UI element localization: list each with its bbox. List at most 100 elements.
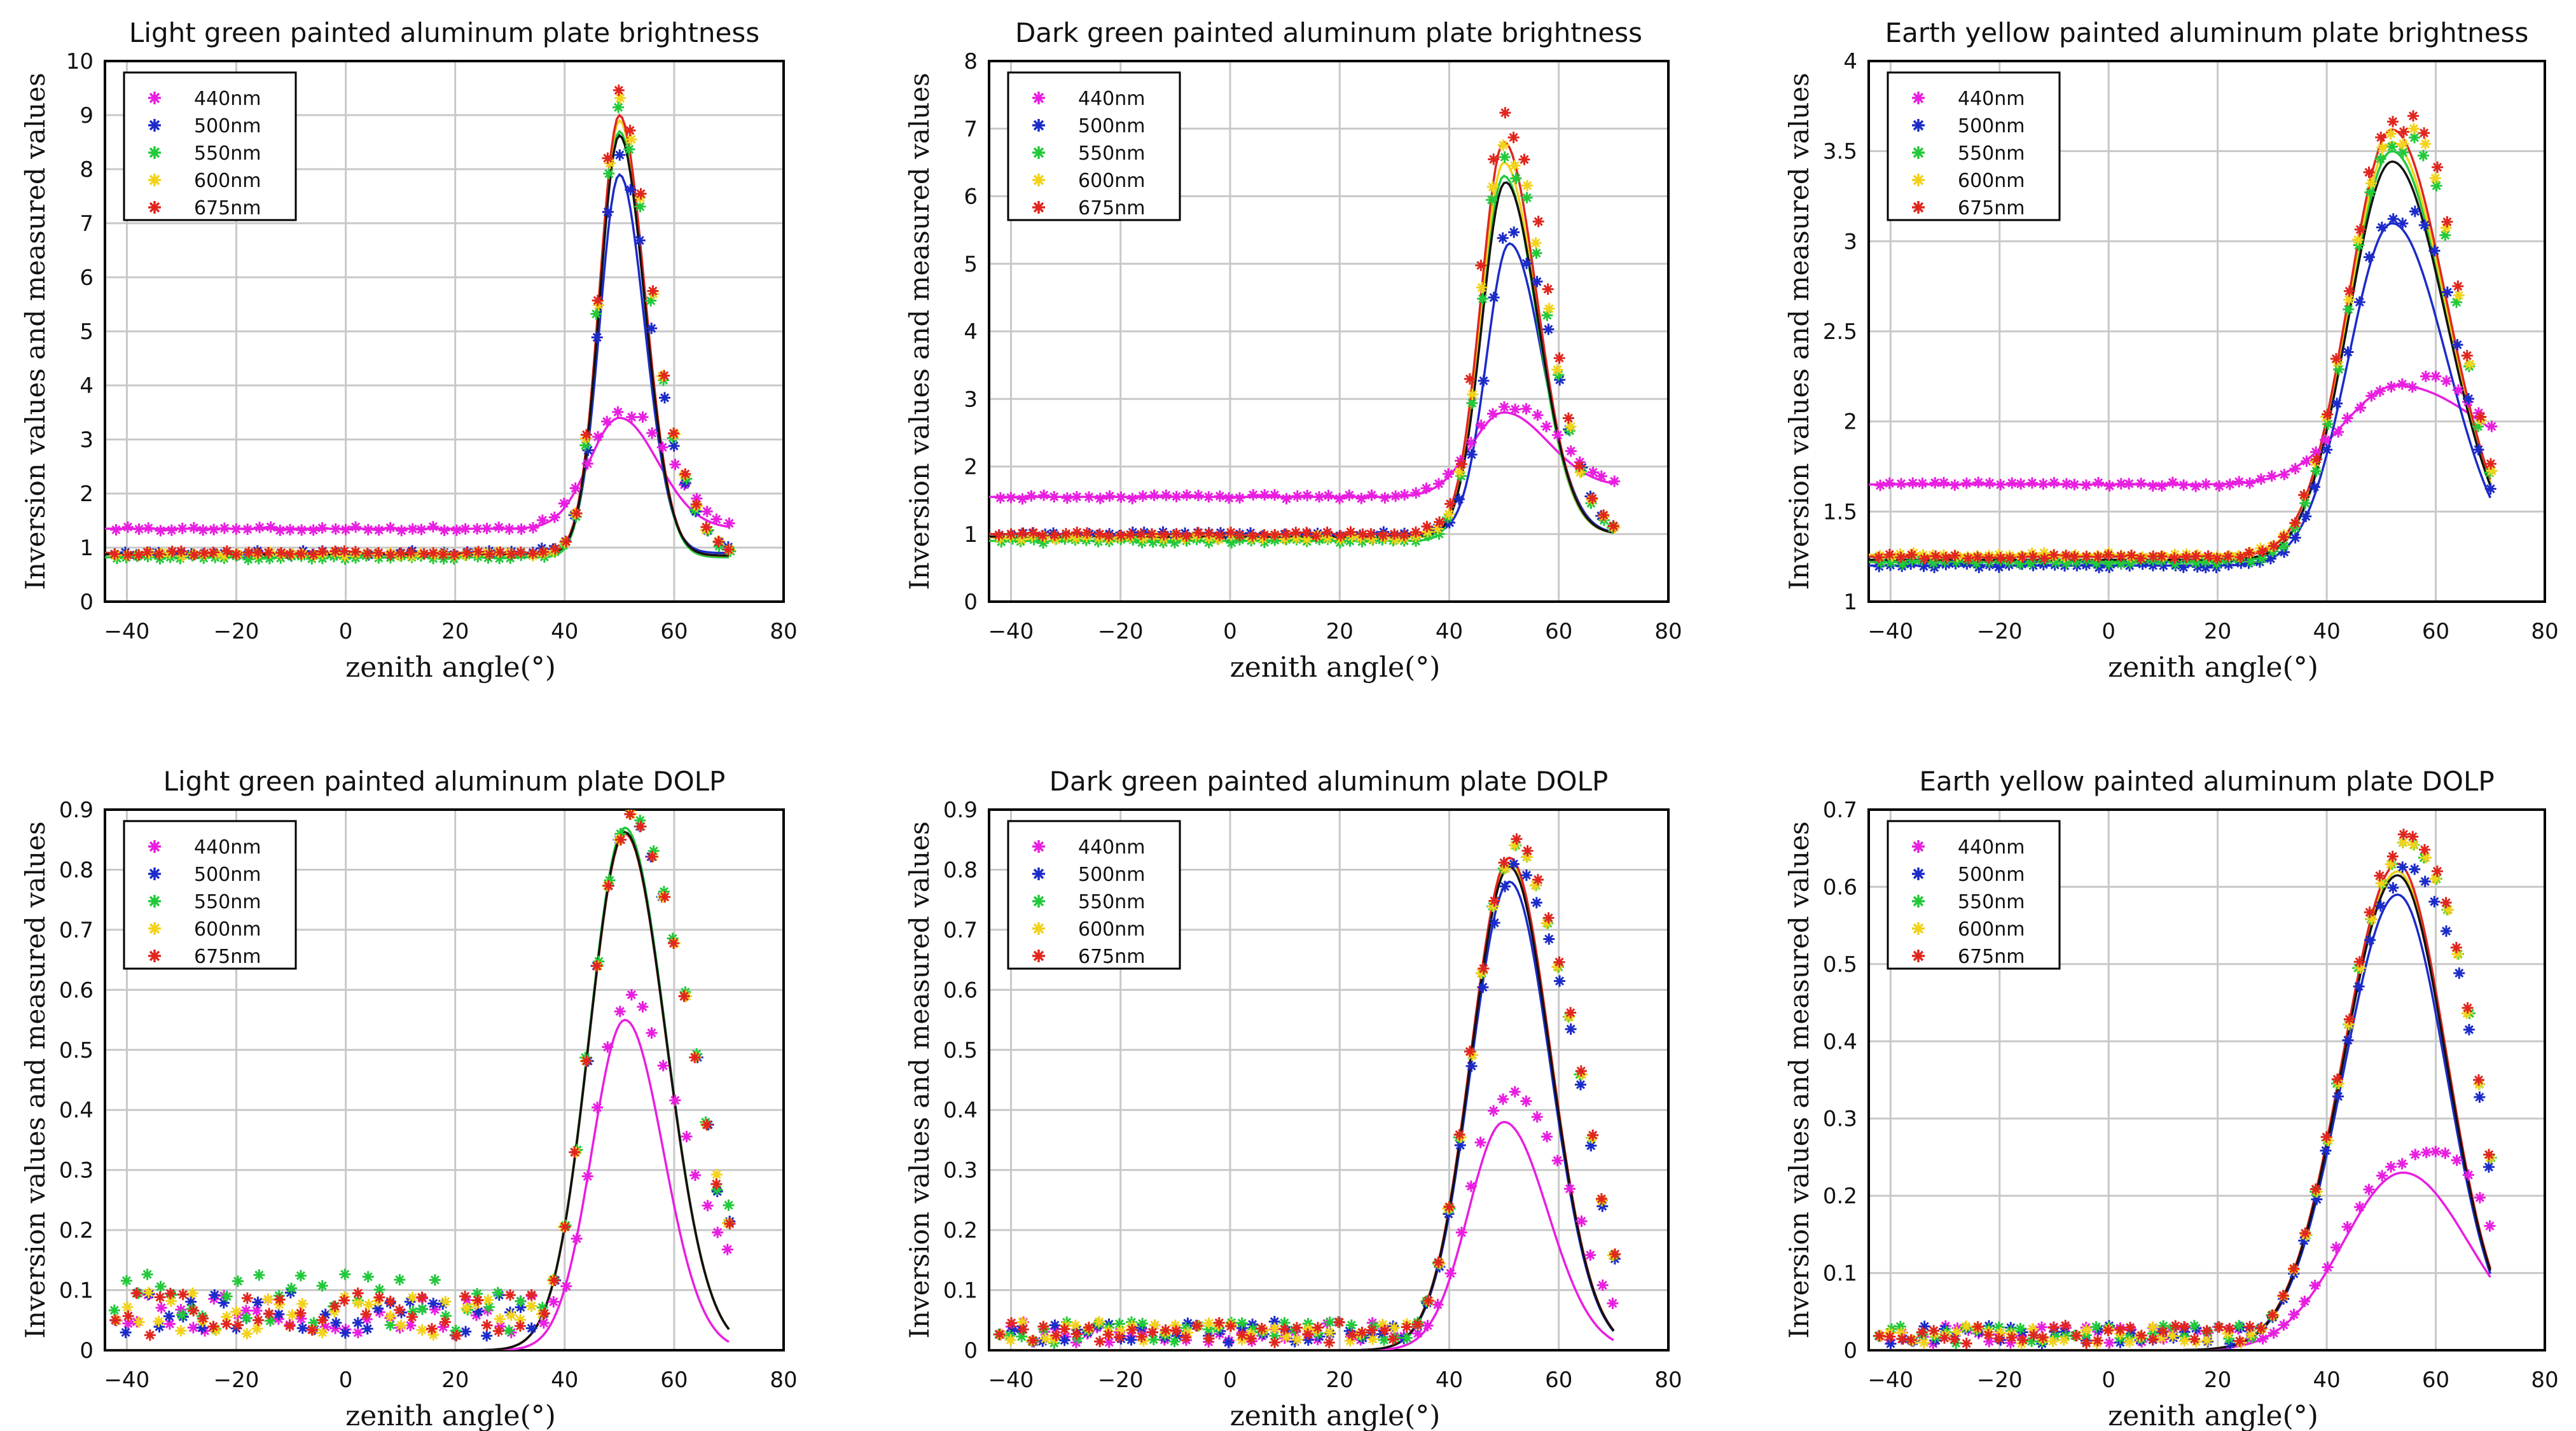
y-tick-label: 1 xyxy=(80,536,93,561)
data-point-500nm xyxy=(1478,375,1490,387)
data-point-440nm xyxy=(1984,477,1996,489)
data-point-675nm xyxy=(406,1311,418,1323)
data-point-600nm xyxy=(142,1287,155,1299)
data-point-600nm xyxy=(2486,465,2498,477)
data-point-550nm xyxy=(1356,536,1368,548)
data-point-440nm xyxy=(471,1310,482,1322)
data-point-440nm xyxy=(459,523,471,535)
data-point-675nm xyxy=(1291,1322,1303,1334)
data-point-675nm xyxy=(2374,870,2386,881)
data-point-600nm xyxy=(1497,139,1509,151)
data-point-675nm xyxy=(515,546,527,558)
data-point-675nm xyxy=(2201,1325,2213,1337)
data-point-550nm xyxy=(1897,558,1909,570)
data-point-550nm xyxy=(1530,247,1542,259)
data-point-550nm xyxy=(1028,534,1040,546)
data-point-550nm xyxy=(1970,557,1983,569)
data-point-550nm xyxy=(2014,1322,2026,1334)
data-point-675nm xyxy=(1962,553,1974,564)
data-point-600nm xyxy=(2440,222,2452,234)
data-point-675nm xyxy=(1993,1332,2005,1345)
data-point-500nm xyxy=(1488,291,1500,303)
y-tick-label: 0.2 xyxy=(943,1218,978,1243)
legend-label: 675nm xyxy=(1958,197,2025,219)
data-point-550nm xyxy=(2188,1320,2200,1332)
data-point-440nm xyxy=(2374,385,2386,397)
data-point-440nm xyxy=(1551,429,1563,441)
data-point-675nm xyxy=(569,1146,581,1158)
data-point-675nm xyxy=(1125,529,1137,541)
data-point-550nm xyxy=(232,1275,244,1287)
chart-title: Earth yellow painted aluminum plate DOLP xyxy=(1919,766,2494,797)
data-point-440nm xyxy=(438,524,450,536)
data-point-600nm xyxy=(1476,282,1488,293)
data-point-500nm xyxy=(1993,561,2005,573)
legend-label: 600nm xyxy=(1078,170,1146,192)
data-point-550nm xyxy=(2060,1330,2072,1342)
plot-content xyxy=(105,810,736,1350)
data-point-675nm xyxy=(1203,527,1215,539)
chart-title: Dark green painted aluminum plate DOLP xyxy=(1049,766,1609,797)
data-point-600nm xyxy=(1467,389,1479,401)
x-tick-label: 20 xyxy=(1326,1367,1354,1393)
data-point-440nm xyxy=(681,1131,693,1142)
data-point-675nm xyxy=(360,1308,372,1320)
data-point-440nm xyxy=(1595,470,1607,482)
data-point-675nm xyxy=(394,1304,405,1316)
y-tick-label: 2 xyxy=(1843,410,1857,435)
data-point-600nm xyxy=(1486,181,1499,193)
data-point-440nm xyxy=(122,1317,134,1329)
data-point-550nm xyxy=(2430,180,2442,192)
data-point-675nm xyxy=(2407,110,2419,122)
data-point-675nm xyxy=(473,546,485,558)
data-point-675nm xyxy=(1049,529,1061,541)
data-point-500nm xyxy=(185,1296,197,1308)
legend-marker-500nm xyxy=(148,119,161,132)
data-point-675nm xyxy=(1247,530,1259,542)
data-point-675nm xyxy=(1214,529,1226,541)
data-point-500nm xyxy=(2342,346,2354,358)
data-point-500nm xyxy=(614,149,626,161)
data-point-600nm xyxy=(230,1306,242,1318)
data-point-675nm xyxy=(2135,552,2147,564)
data-point-440nm xyxy=(2103,480,2116,492)
data-point-500nm xyxy=(1497,232,1509,244)
data-point-550nm xyxy=(613,101,625,113)
data-point-500nm xyxy=(1554,975,1565,987)
data-point-500nm xyxy=(427,1297,440,1310)
data-point-550nm xyxy=(1939,556,1951,567)
data-point-440nm xyxy=(625,989,637,1001)
y-tick-label: 0.2 xyxy=(1823,1184,1857,1209)
data-point-500nm xyxy=(2387,213,2399,225)
data-point-550nm xyxy=(1147,536,1159,548)
data-point-675nm xyxy=(1180,1331,1192,1343)
data-point-550nm xyxy=(1278,1317,1291,1329)
data-point-675nm xyxy=(602,880,614,892)
x-tick-label: −40 xyxy=(988,619,1034,644)
data-point-440nm xyxy=(2268,1327,2280,1339)
data-point-440nm xyxy=(1137,1326,1149,1338)
data-point-600nm xyxy=(1004,1334,1016,1346)
data-point-675nm xyxy=(198,547,211,559)
data-point-675nm xyxy=(122,1310,134,1322)
data-point-440nm xyxy=(307,524,319,536)
data-point-675nm xyxy=(658,370,670,382)
data-point-440nm xyxy=(2420,370,2432,382)
data-point-600nm xyxy=(2026,1323,2039,1335)
data-point-440nm xyxy=(2396,378,2408,390)
data-point-675nm xyxy=(221,1318,233,1330)
x-tick-label: −20 xyxy=(214,1367,260,1393)
data-point-600nm xyxy=(2178,1335,2191,1347)
data-point-500nm xyxy=(2472,444,2484,455)
data-point-675nm xyxy=(2027,551,2039,562)
y-tick-label: 0.3 xyxy=(943,1158,978,1184)
data-point-440nm xyxy=(133,523,145,535)
data-point-500nm xyxy=(1135,1322,1147,1334)
data-point-440nm xyxy=(494,1320,506,1332)
data-point-675nm xyxy=(2289,517,2301,529)
data-point-550nm xyxy=(504,552,516,564)
data-point-675nm xyxy=(253,1314,264,1326)
data-point-675nm xyxy=(2432,161,2444,173)
data-point-440nm xyxy=(637,1001,649,1013)
chart-panel-1: −40 −20 0 20 40 60 80 0 1 2 3 4 5 6 7 8 9 10 Light green p… xyxy=(20,17,798,684)
